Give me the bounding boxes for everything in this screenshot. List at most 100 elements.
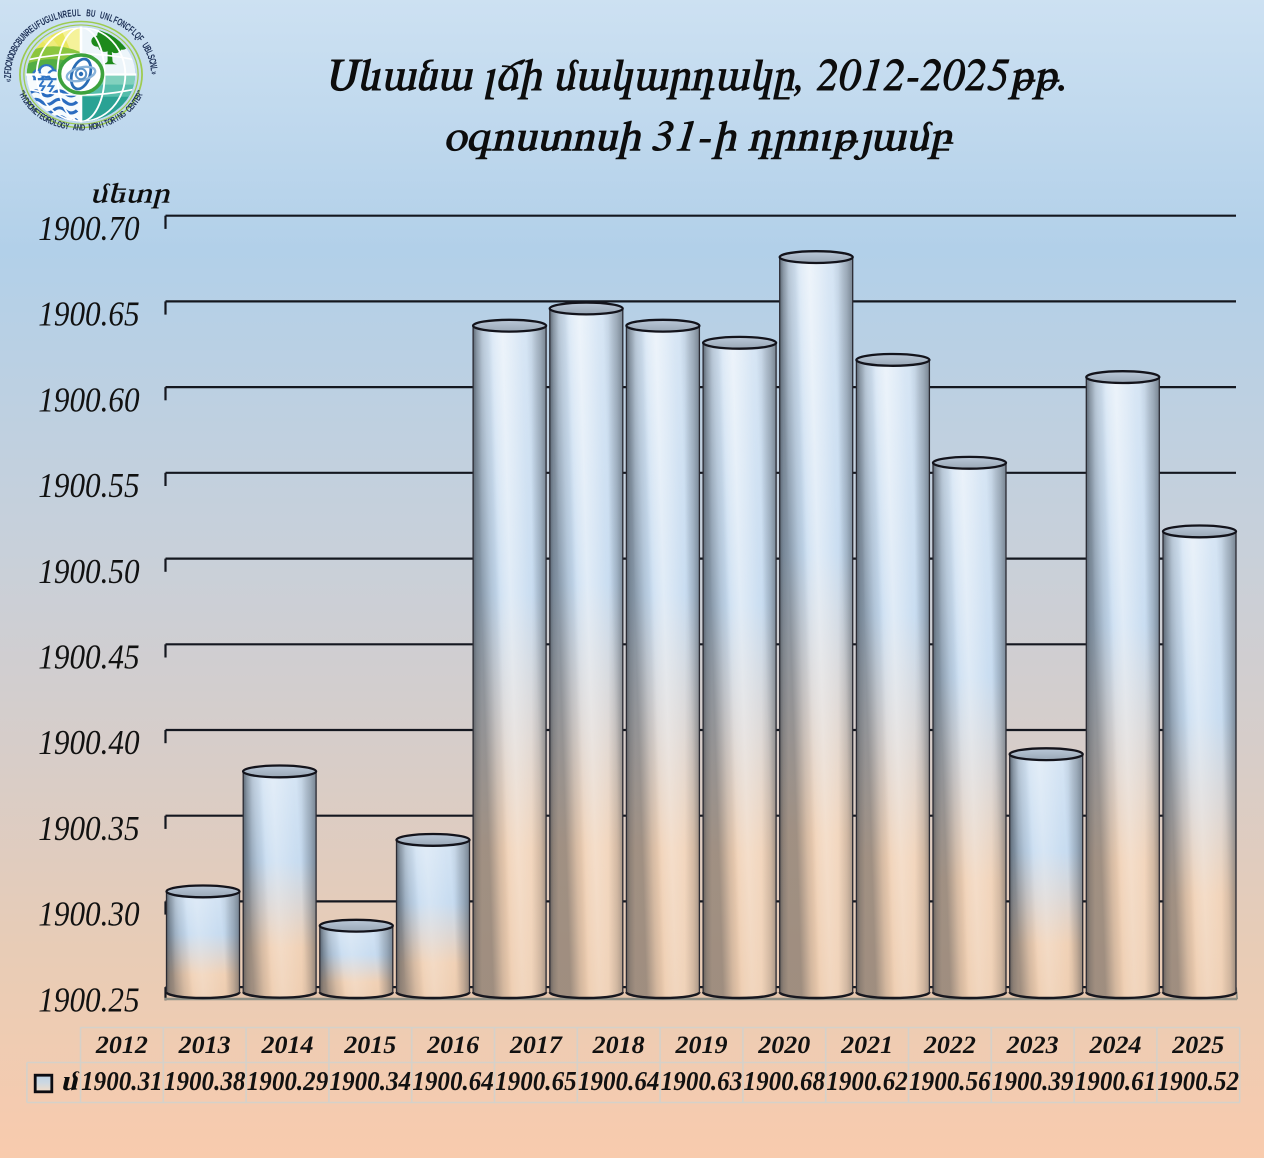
svg-text:N: N xyxy=(19,29,31,41)
svg-text:N: N xyxy=(128,99,139,109)
svg-text:N: N xyxy=(103,10,111,23)
svg-text:1900.29: 1900.29 xyxy=(247,1066,329,1096)
svg-text:O: O xyxy=(25,101,36,112)
svg-text:M: M xyxy=(88,121,94,132)
svg-text:I: I xyxy=(113,113,120,123)
svg-text:2015: 2015 xyxy=(343,1032,396,1059)
svg-text:2021: 2021 xyxy=(840,1032,893,1059)
svg-text:1900.65: 1900.65 xyxy=(38,295,139,334)
svg-text:U: U xyxy=(71,7,76,19)
svg-text:»: » xyxy=(149,71,161,75)
svg-text:R: R xyxy=(61,8,68,21)
svg-text:M: M xyxy=(28,104,39,115)
svg-text:F: F xyxy=(112,13,120,26)
svg-text:1900.40: 1900.40 xyxy=(38,723,140,762)
svg-text:E: E xyxy=(132,94,143,103)
svg-text:1900.31: 1900.31 xyxy=(81,1066,163,1096)
svg-text:I: I xyxy=(100,119,105,130)
svg-text:1900.52: 1900.52 xyxy=(1158,1066,1240,1096)
svg-text:1900.64: 1900.64 xyxy=(412,1066,494,1096)
svg-text:O: O xyxy=(92,121,99,132)
svg-text:1900.55: 1900.55 xyxy=(38,466,139,505)
svg-text:2014: 2014 xyxy=(260,1032,313,1059)
svg-text:E: E xyxy=(126,102,137,112)
svg-text:1900.60: 1900.60 xyxy=(38,380,140,419)
svg-text:O: O xyxy=(56,119,64,131)
svg-text:N: N xyxy=(119,18,129,31)
svg-text:U: U xyxy=(90,7,96,20)
svg-text:B: B xyxy=(86,7,92,19)
svg-text:N: N xyxy=(115,111,124,122)
svg-text:1900.62: 1900.62 xyxy=(826,1066,908,1096)
svg-text:1900.35: 1900.35 xyxy=(38,809,139,848)
svg-text:N: N xyxy=(95,120,102,131)
svg-text:B: B xyxy=(142,44,155,54)
svg-text:1900.63: 1900.63 xyxy=(661,1066,743,1096)
svg-text:B: B xyxy=(13,36,25,47)
svg-text:1900.25: 1900.25 xyxy=(38,980,139,1019)
svg-text:2016: 2016 xyxy=(426,1032,480,1059)
svg-text:R: R xyxy=(133,90,145,99)
svg-text:D: D xyxy=(2,65,14,71)
svg-text:L: L xyxy=(144,49,157,57)
svg-text:2023: 2023 xyxy=(1006,1032,1059,1059)
svg-text:N: N xyxy=(57,9,64,22)
svg-text:E: E xyxy=(31,106,41,117)
svg-text:L: L xyxy=(148,66,160,71)
svg-text:L: L xyxy=(129,26,140,37)
svg-text:2024: 2024 xyxy=(1088,1032,1141,1059)
svg-text:L: L xyxy=(77,6,81,18)
svg-text:O: O xyxy=(106,116,114,128)
svg-text:1900.68: 1900.68 xyxy=(744,1066,826,1096)
svg-text:U: U xyxy=(38,15,47,28)
svg-text:E: E xyxy=(67,7,73,20)
svg-text:E: E xyxy=(37,111,46,122)
svg-text:1900.64: 1900.64 xyxy=(578,1066,660,1096)
svg-text:R: R xyxy=(44,114,53,126)
svg-text:D: D xyxy=(21,96,32,106)
svg-text:2017: 2017 xyxy=(509,1032,564,1059)
svg-text:«: « xyxy=(2,78,14,83)
svg-text:O: O xyxy=(41,112,50,124)
svg-text:1900.45: 1900.45 xyxy=(38,638,139,677)
svg-text:T: T xyxy=(130,96,141,105)
svg-text:U: U xyxy=(30,20,40,32)
svg-text:F: F xyxy=(126,23,136,35)
svg-text:": " xyxy=(16,89,27,96)
svg-text:G: G xyxy=(60,120,67,131)
svg-text:F: F xyxy=(34,18,43,30)
svg-text:1900.65: 1900.65 xyxy=(495,1066,577,1096)
svg-text:C: C xyxy=(123,104,134,115)
svg-text:N: N xyxy=(77,122,82,133)
svg-text:T: T xyxy=(34,109,44,120)
svg-text:O: O xyxy=(48,116,56,128)
svg-text:T: T xyxy=(103,117,110,128)
svg-text:C: C xyxy=(10,40,23,50)
svg-text:U: U xyxy=(140,40,153,50)
svg-text:G: G xyxy=(42,13,51,26)
svg-text:U: U xyxy=(15,32,27,43)
svg-text:O: O xyxy=(115,15,125,28)
svg-text:1900.30: 1900.30 xyxy=(38,895,140,934)
svg-text:2019: 2019 xyxy=(674,1032,728,1059)
svg-text:2025: 2025 xyxy=(1171,1032,1224,1059)
svg-text:N: N xyxy=(3,56,16,64)
svg-text:A: A xyxy=(72,122,78,133)
svg-text:1900.50: 1900.50 xyxy=(38,552,140,591)
svg-text:2018: 2018 xyxy=(592,1032,646,1059)
svg-text:L: L xyxy=(108,12,116,25)
svg-text:D: D xyxy=(6,48,19,57)
svg-text:2020: 2020 xyxy=(757,1032,811,1059)
svg-text:R: R xyxy=(22,26,33,38)
svg-text:Y: Y xyxy=(64,121,70,132)
svg-text:": " xyxy=(135,88,146,95)
svg-text:U: U xyxy=(47,11,55,24)
svg-text:1900.70: 1900.70 xyxy=(38,209,140,248)
svg-text:1900.38: 1900.38 xyxy=(164,1066,246,1096)
svg-text:1900.56: 1900.56 xyxy=(909,1066,991,1096)
svg-text:S: S xyxy=(145,53,158,61)
svg-text:F: F xyxy=(135,33,147,44)
svg-text:Z: Z xyxy=(1,74,13,78)
svg-text:F: F xyxy=(1,70,13,74)
svg-text:L: L xyxy=(52,118,59,129)
